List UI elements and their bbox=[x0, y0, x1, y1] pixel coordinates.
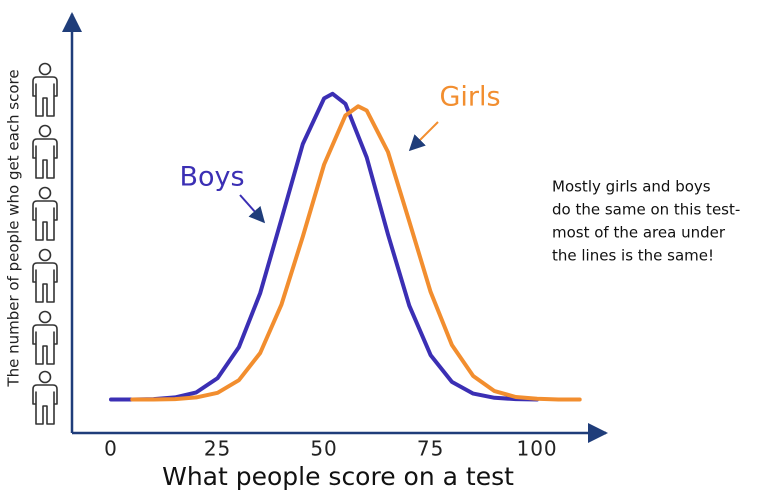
girls-arrow bbox=[408, 121, 439, 152]
line-1 bbox=[130, 104, 582, 402]
boys-arrow bbox=[239, 194, 266, 224]
annotation-line: the lines is the same! bbox=[552, 247, 714, 265]
line-0 bbox=[109, 91, 540, 402]
annotation-line: do the same on this test- bbox=[552, 201, 740, 219]
annotation-line: most of the area under bbox=[552, 224, 726, 242]
x-tick-label: 0 bbox=[104, 437, 118, 461]
x-tick-label: 25 bbox=[204, 437, 231, 461]
person-icons bbox=[32, 62, 58, 425]
legend-label: Boys bbox=[179, 162, 244, 193]
legend-label: Girls bbox=[439, 82, 500, 113]
y-axis-label: The number of people who get each score bbox=[5, 69, 23, 387]
x-axis-label: What people score on a test bbox=[162, 462, 514, 491]
x-tick-label: 100 bbox=[516, 437, 557, 461]
x-tick-label: 50 bbox=[310, 437, 337, 461]
annotation-line: Mostly girls and boys bbox=[552, 178, 711, 196]
annotation: Mostly girls and boys do the same on this… bbox=[552, 178, 740, 265]
x-tick-label: 75 bbox=[417, 437, 444, 461]
